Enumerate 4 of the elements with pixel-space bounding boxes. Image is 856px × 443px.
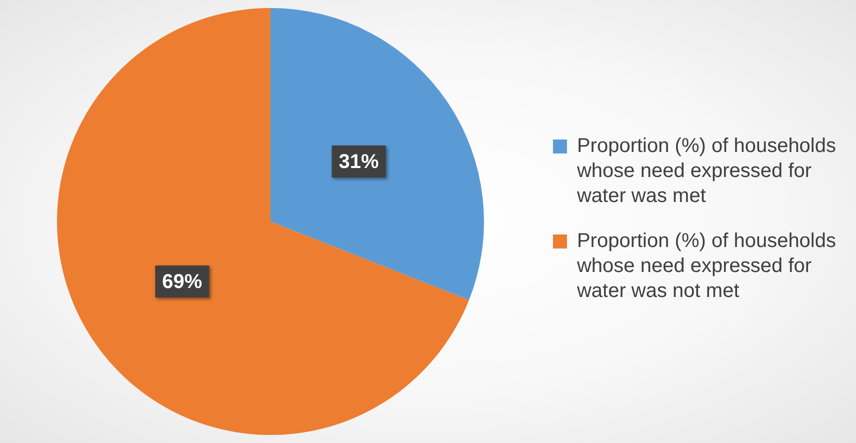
legend-label: Proportion (%) of households whose need expressed for water was not met xyxy=(576,230,836,302)
data-label: 31% xyxy=(338,151,380,174)
legend-label: Proportion (%) of households whose need expressed for water was met xyxy=(576,135,836,208)
data-label: 69% xyxy=(162,271,202,294)
